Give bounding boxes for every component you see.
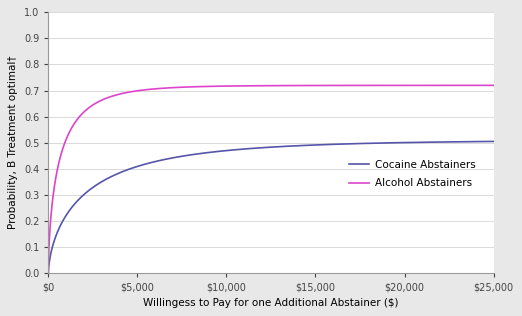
Cocaine Abstainers	[216, 149, 222, 153]
Cocaine Abstainers	[96, 181, 102, 185]
Cocaine Abstainers	[45, 271, 52, 275]
Cocaine Abstainers	[235, 148, 242, 151]
Line: Cocaine Abstainers: Cocaine Abstainers	[49, 142, 494, 273]
Cocaine Abstainers	[482, 140, 488, 143]
Alcohol Abstainers	[216, 84, 222, 88]
Alcohol Abstainers	[45, 271, 52, 275]
Y-axis label: Probability, B Treatment optimal†: Probability, B Treatment optimal†	[8, 56, 18, 229]
X-axis label: Willingess to Pay for one Additional Abstainer ($): Willingess to Pay for one Additional Abs…	[143, 298, 399, 308]
Alcohol Abstainers	[235, 84, 242, 88]
Alcohol Abstainers	[482, 83, 488, 87]
Legend: Cocaine Abstainers, Alcohol Abstainers: Cocaine Abstainers, Alcohol Abstainers	[345, 156, 480, 192]
Cocaine Abstainers	[122, 169, 128, 173]
Cocaine Abstainers	[491, 140, 497, 143]
Line: Alcohol Abstainers: Alcohol Abstainers	[49, 85, 494, 273]
Alcohol Abstainers	[434, 83, 440, 87]
Alcohol Abstainers	[491, 83, 497, 87]
Alcohol Abstainers	[122, 91, 128, 95]
Cocaine Abstainers	[434, 140, 440, 144]
Alcohol Abstainers	[96, 100, 102, 103]
